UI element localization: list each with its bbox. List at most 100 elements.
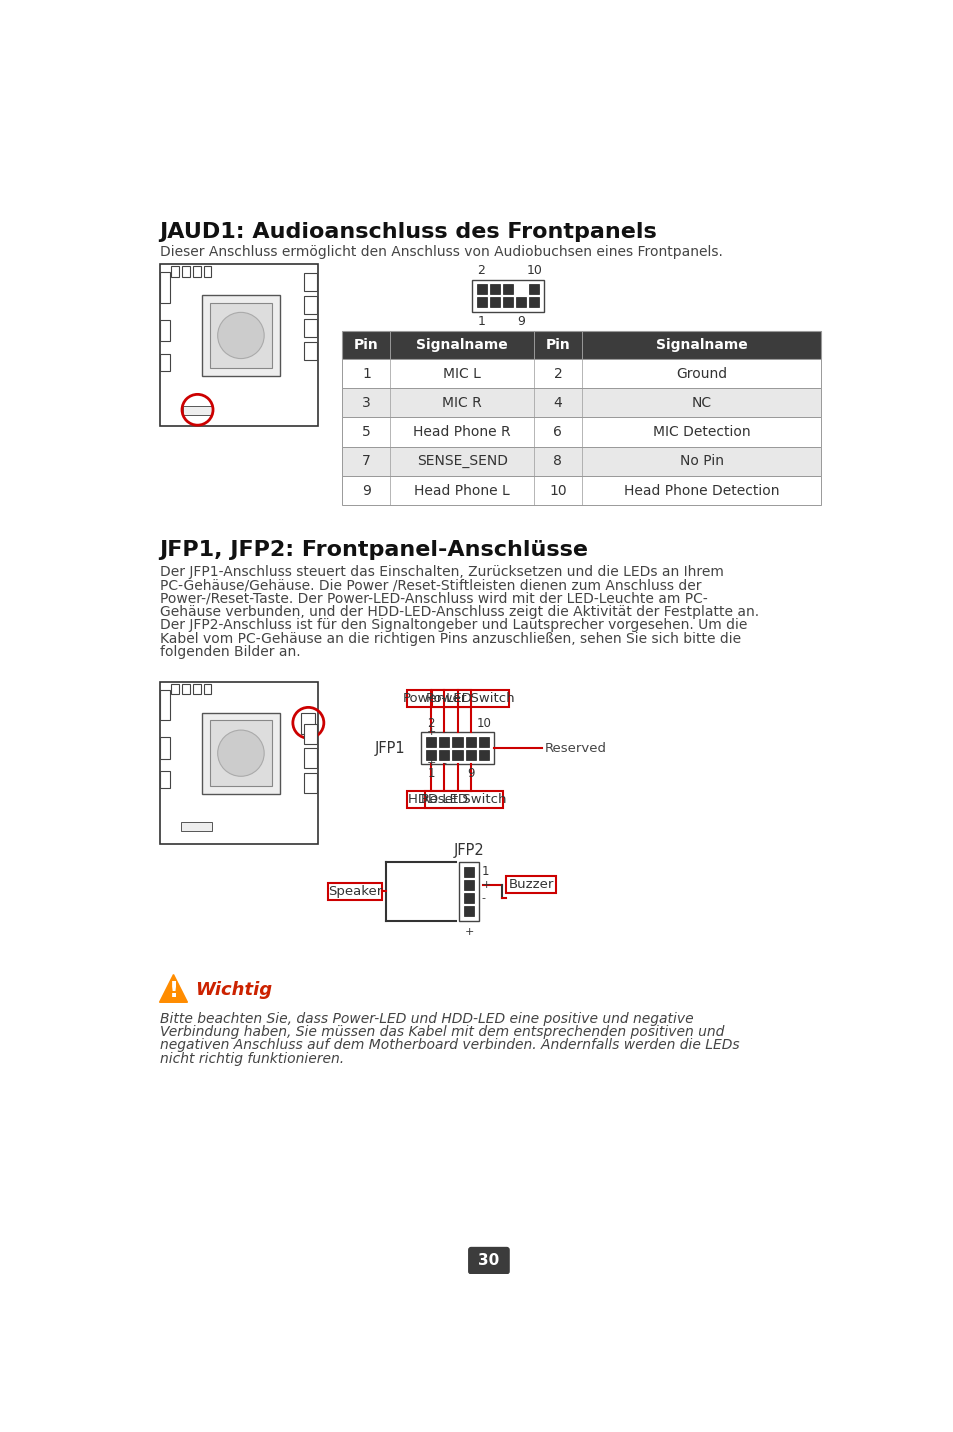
Bar (459, 862, 478, 921)
Bar (342, 418, 821, 447)
Bar (182, 683, 190, 695)
Bar (465, 750, 476, 760)
Text: 8: 8 (553, 454, 561, 468)
Bar (489, 285, 499, 294)
Text: PC-Gehäuse/Gehäuse. Die Power /Reset-Stiftleisten dienen zum Anschluss der: PC-Gehäuse/Gehäuse. Die Power /Reset-Sti… (159, 579, 700, 591)
Polygon shape (159, 975, 187, 1002)
Bar (210, 720, 272, 786)
Bar (464, 894, 474, 904)
Bar (426, 750, 436, 760)
Bar (406, 690, 468, 706)
Text: 1: 1 (361, 367, 371, 381)
Bar (505, 876, 556, 894)
Bar (204, 266, 212, 276)
Bar (476, 285, 486, 294)
Text: +: + (426, 727, 436, 737)
FancyBboxPatch shape (468, 1247, 509, 1273)
Text: 3: 3 (362, 395, 371, 410)
Bar (301, 713, 315, 735)
Text: 9: 9 (466, 766, 474, 779)
Bar (304, 773, 316, 793)
Text: Reserved: Reserved (544, 742, 606, 755)
Text: Gehäuse verbunden, und der HDD-LED-Anschluss zeigt die Aktivität der Festplatte : Gehäuse verbunden, und der HDD-LED-Ansch… (159, 604, 758, 619)
Text: 6: 6 (553, 425, 561, 440)
Bar (202, 295, 279, 375)
Text: 5: 5 (362, 425, 371, 440)
Text: MIC Detection: MIC Detection (652, 425, 750, 440)
Bar (182, 266, 190, 276)
Bar (502, 285, 513, 294)
Text: nicht richtig funktionieren.: nicht richtig funktionieren. (159, 1053, 343, 1065)
Text: 2: 2 (477, 263, 485, 276)
Text: -: - (442, 727, 446, 737)
Text: Ground: Ground (676, 367, 726, 381)
Bar (464, 879, 474, 889)
Text: SENSE_SEND: SENSE_SEND (416, 454, 507, 468)
Text: Pin: Pin (354, 338, 378, 352)
Text: 10: 10 (526, 263, 541, 276)
Text: 10: 10 (476, 716, 491, 730)
Text: HDD LED: HDD LED (407, 793, 467, 806)
Text: Speaker: Speaker (328, 885, 381, 898)
Text: +: + (426, 758, 436, 768)
Bar (464, 906, 474, 916)
Bar (529, 298, 538, 308)
Text: 7: 7 (362, 454, 371, 468)
Text: -: - (442, 758, 446, 768)
Bar (193, 266, 200, 276)
Bar (204, 683, 212, 695)
Bar (476, 298, 486, 308)
Bar (452, 736, 462, 746)
Bar (489, 298, 499, 308)
Bar (478, 750, 488, 760)
Bar (210, 302, 272, 368)
Bar (183, 405, 212, 415)
Bar (159, 772, 171, 788)
Text: Reset Switch: Reset Switch (421, 793, 506, 806)
Bar (304, 342, 316, 361)
Text: Pin: Pin (545, 338, 570, 352)
Bar (464, 866, 474, 876)
Text: 9: 9 (361, 484, 371, 497)
Bar (159, 319, 171, 341)
Text: Signalname: Signalname (416, 338, 508, 352)
Text: +: + (481, 879, 491, 889)
Bar (304, 319, 316, 338)
Bar (304, 296, 316, 314)
Text: 1: 1 (481, 865, 489, 878)
Bar (478, 736, 488, 746)
Bar (304, 723, 316, 743)
Bar (159, 682, 318, 843)
Text: Verbindung haben, Sie müssen das Kabel mit dem entsprechenden positiven und: Verbindung haben, Sie müssen das Kabel m… (159, 1025, 723, 1040)
Text: Wichtig: Wichtig (195, 981, 272, 998)
Bar (529, 285, 538, 294)
Bar (432, 690, 509, 706)
Bar (406, 792, 468, 808)
Text: JFP2: JFP2 (454, 843, 484, 858)
Bar (171, 683, 179, 695)
Bar (181, 822, 212, 832)
Text: Der JFP2-Anschluss ist für den Signaltongeber und Lautsprecher vorgesehen. Um di: Der JFP2-Anschluss ist für den Signalton… (159, 619, 746, 633)
Bar (439, 736, 449, 746)
Bar (502, 298, 513, 308)
Bar (516, 298, 525, 308)
Bar (328, 884, 381, 899)
Text: 30: 30 (477, 1253, 499, 1269)
Text: Power Switch: Power Switch (426, 692, 515, 705)
Bar (421, 732, 493, 765)
Text: Power-LED: Power-LED (402, 692, 472, 705)
Text: Dieser Anschluss ermöglicht den Anschluss von Audiobuchsen eines Frontpanels.: Dieser Anschluss ermöglicht den Anschlus… (159, 245, 721, 259)
Bar (439, 750, 449, 760)
Text: JFP1: JFP1 (375, 740, 405, 756)
Bar (159, 690, 171, 720)
Bar (342, 388, 821, 418)
Text: Power-/Reset-Taste. Der Power-LED-Anschluss wird mit der LED-Leuchte am PC-: Power-/Reset-Taste. Der Power-LED-Anschl… (159, 591, 706, 606)
Text: Der JFP1-Anschluss steuert das Einschalten, Zurücksetzen und die LEDs an Ihrem: Der JFP1-Anschluss steuert das Einschalt… (159, 564, 722, 579)
Bar (304, 748, 316, 768)
Text: MIC R: MIC R (442, 395, 481, 410)
Text: JFP1, JFP2: Frontpanel-Anschlüsse: JFP1, JFP2: Frontpanel-Anschlüsse (159, 540, 588, 560)
Text: Kabel vom PC-Gehäuse an die richtigen Pins anzuschließen, sehen Sie sich bitte d: Kabel vom PC-Gehäuse an die richtigen Pi… (159, 632, 740, 646)
Bar (472, 279, 543, 312)
Bar (304, 272, 316, 291)
Bar (452, 750, 462, 760)
